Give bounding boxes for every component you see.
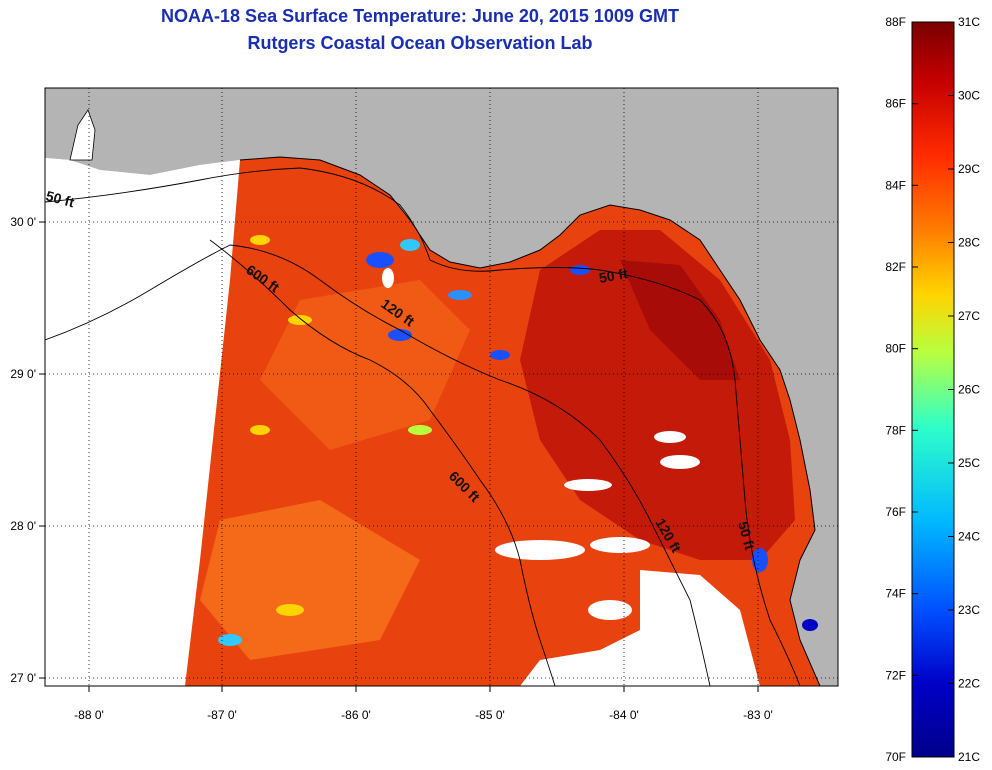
colorbar-c-label: 29C [958,162,980,176]
graticule [45,88,838,686]
cool-spot [448,290,472,300]
cool-spot [752,548,768,572]
cloud-patch-south [520,570,760,686]
cloud-patch [590,537,650,553]
cloud-patch [654,431,686,443]
lon-tick-label: -88 0' [74,708,104,722]
depth-label: 50 ft [44,187,76,210]
cloud-patch [588,600,632,620]
no-data-west [45,158,240,686]
lon-tick-label: -86 0' [341,708,371,722]
colorbar-c-label: 24C [958,530,980,544]
cloud-patch [495,540,585,560]
axis-tick-marks [39,221,759,692]
cool-spot [218,634,242,646]
map-title: NOAA-18 Sea Surface Temperature: June 20… [161,6,679,26]
warm-spot [250,425,270,435]
lon-tick-label: -84 0' [609,708,639,722]
colorbar-c-label: 23C [958,603,980,617]
colorbar-celsius-labels: 31C 30C 29C 28C 27C 26C 25C 24C 23C 22C 21C [948,15,980,764]
colorbar-c-label: 25C [958,456,980,470]
cool-spot [490,350,510,360]
colorbar-c-label: 22C [958,677,980,691]
colorbar-f-label: 76F [885,505,906,519]
colorbar-c-label: 21C [958,750,980,764]
colorbar-f-label: 74F [885,587,906,601]
warm-spot [288,315,312,325]
cloud-patch [660,455,700,469]
contour-120ft [45,244,711,686]
lat-tick-label: 30 0' [10,215,36,229]
colorbar-f-label: 70F [885,750,906,764]
land-area [45,88,838,686]
warm-spot [276,604,304,616]
cool-spot [400,239,420,251]
colorbar-f-label: 78F [885,423,906,437]
cooler-patch-south [200,500,420,660]
lon-tick-label: -87 0' [207,708,237,722]
cloud-patch [564,479,612,491]
cool-spot [802,619,818,631]
cool-spot [570,265,590,275]
lat-tick-label: 29 0' [10,367,36,381]
cool-spot [366,252,394,268]
warm-spot [250,235,270,245]
warm-spot [408,425,432,435]
hot-spot [620,260,740,380]
mobile-bay [69,109,96,161]
lon-tick-label: -85 0' [475,708,505,722]
colorbar [911,21,955,758]
colorbar-f-label: 80F [885,342,906,356]
cool-spot [388,329,412,341]
depth-label: 50 ft [735,520,758,552]
lat-tick-label: 27 0' [10,671,36,685]
colorbar-f-label: 82F [885,260,906,274]
colorbar-f-label: 84F [885,178,906,192]
lon-tick-label: -83 0' [743,708,773,722]
map-border [44,87,839,687]
coastline [239,156,821,686]
colorbar-f-label: 88F [885,15,906,29]
colorbar-fahrenheit-labels: 88F 86F 84F 82F 80F 78F 76F 74F 72F 70F [885,15,918,764]
contour-600ft [209,239,556,686]
colorbar-c-label: 30C [958,89,980,103]
colorbar-f-label: 72F [885,668,906,682]
lat-tick-label: 28 0' [10,519,36,533]
colorbar-c-label: 31C [958,15,980,29]
warm-core [520,230,795,560]
colorbar-c-label: 27C [958,309,980,323]
colorbar-c-label: 28C [958,236,980,250]
depth-label: 50 ft [598,265,629,286]
cooler-patch [260,280,470,450]
contour-50ft [45,167,801,686]
map-subtitle: Rutgers Coastal Ocean Observation Lab [247,33,593,53]
colorbar-f-label: 86F [885,97,906,111]
cloud-patch [382,268,394,288]
colorbar-c-label: 26C [958,383,980,397]
